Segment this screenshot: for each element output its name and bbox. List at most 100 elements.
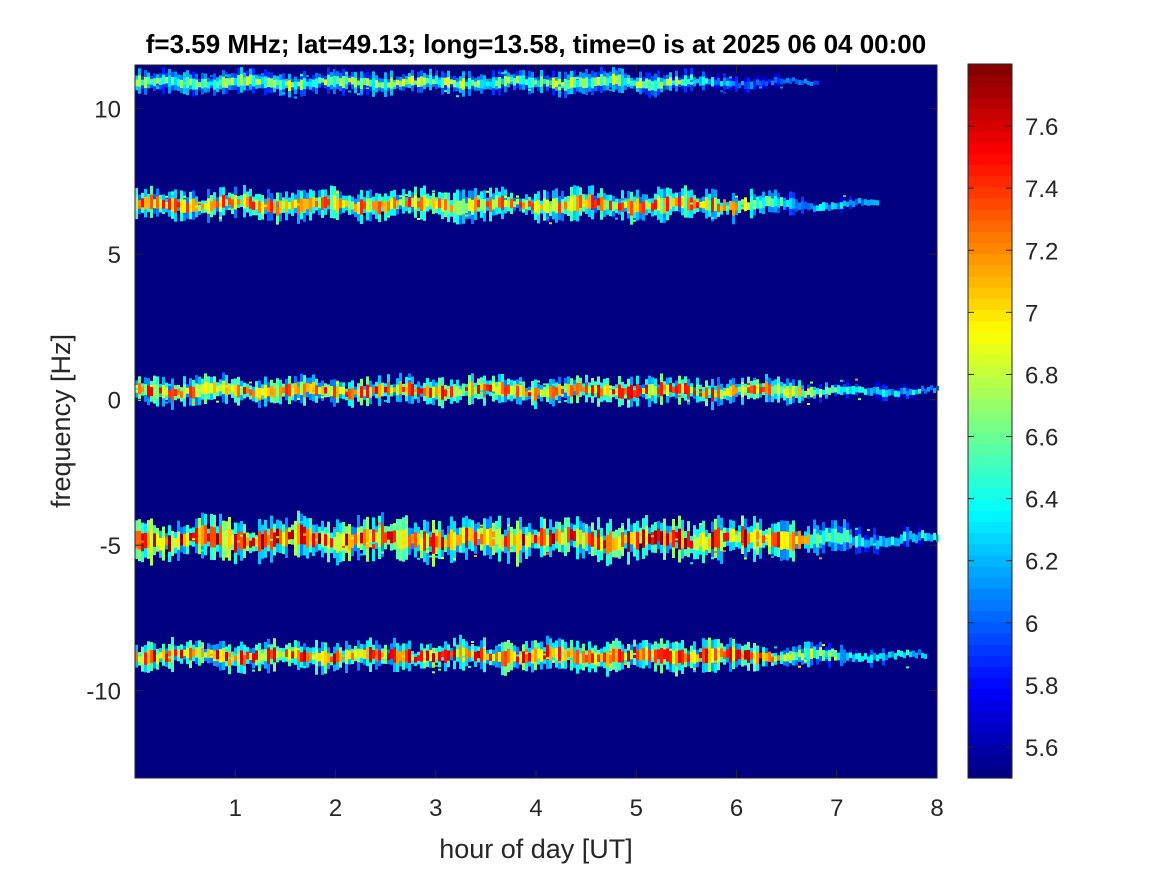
heatmap-cell [330,76,333,85]
colorbar-segment [968,554,1012,567]
heatmap-cell [624,388,627,395]
heatmap-cell [879,389,882,395]
heatmap-cell [618,536,621,551]
heatmap-cell [141,540,144,543]
colorbar-segment [968,733,1012,746]
colorbar-tick-label: 7.2 [1025,238,1058,265]
heatmap-cell [159,651,162,659]
heatmap-cell [270,200,273,214]
heatmap-cell [225,74,228,77]
heatmap-cell [792,663,795,666]
heatmap-cell [156,384,159,399]
heatmap-cell [138,530,141,550]
heatmap-cell [729,386,732,398]
heatmap-cell [615,75,618,85]
heatmap-cell [396,79,399,86]
heatmap-cell [636,650,639,661]
heatmap-cell [534,534,537,544]
heatmap-cell [135,388,138,391]
heatmap-cell [765,381,768,395]
heatmap-cell [243,77,246,86]
heatmap-cell [465,203,468,213]
heatmap-cell [873,199,876,206]
heatmap-cell [726,649,729,658]
heatmap-cell [534,387,537,401]
heatmap-cell [858,653,861,662]
heatmap-cell [237,531,240,547]
heatmap-cell [759,86,762,89]
heatmap-cell [720,81,723,87]
heatmap-cell [876,540,879,550]
heatmap-cell [675,538,678,541]
heatmap-cell [180,199,183,213]
colorbar-segment [968,744,1012,757]
heatmap-cell [162,535,165,552]
heatmap-cell [300,525,303,545]
heatmap-cell [642,388,645,394]
heatmap-cell [480,533,483,545]
heatmap-cell [357,93,360,96]
heatmap-cell [807,648,810,661]
heatmap-cell [498,71,501,74]
heatmap-cell [468,214,471,217]
heatmap-cell [360,532,363,544]
heatmap-cell [774,76,777,83]
heatmap-cell [504,386,507,397]
heatmap-cell [351,387,354,401]
heatmap-cell [603,652,606,663]
heatmap-cell [852,654,855,662]
heatmap-cell [225,651,228,661]
heatmap-cell [549,385,552,398]
heatmap-cell [231,77,234,86]
heatmap-cell [687,386,690,398]
heatmap-cell [723,659,726,661]
heatmap-cell [702,391,705,398]
heatmap-cell [843,195,846,198]
heatmap-cell [501,539,504,547]
heatmap-cell [468,650,471,658]
heatmap-cell [459,80,462,89]
heatmap-cell [612,201,615,211]
heatmap-cell [933,532,936,540]
heatmap-cell [858,198,861,204]
heatmap-cell [453,642,456,645]
heatmap-cell [423,387,426,397]
heatmap-cell [165,653,168,662]
heatmap-cell [222,382,225,385]
heatmap-cell [417,387,420,397]
heatmap-cell [720,389,723,400]
heatmap-cell [834,528,837,543]
heatmap-cell [858,386,861,393]
heatmap-cell [432,653,435,663]
heatmap-cell [294,382,297,395]
heatmap-cell [507,200,510,208]
heatmap-cell [285,81,288,86]
heatmap-cell [333,195,336,210]
heatmap-cell [702,647,705,664]
heatmap-cell [561,199,564,213]
heatmap-cell [552,660,555,663]
heatmap-cell [618,203,621,211]
y-tick-label: -5 [100,533,121,560]
heatmap-cell [261,77,264,85]
heatmap-cell [780,197,783,207]
heatmap-cell [447,650,450,661]
heatmap-cell [789,533,792,549]
heatmap-cell [516,533,519,554]
heatmap-cell [810,648,813,659]
heatmap-cell [360,386,363,398]
colorbar-segment [968,476,1012,489]
heatmap-cell [918,532,921,541]
heatmap-cell [726,532,729,541]
heatmap-cell [915,652,918,659]
heatmap-cell [378,650,381,661]
heatmap-cell [228,197,231,206]
heatmap-cell [315,649,318,666]
heatmap-cell [549,529,552,547]
heatmap-cell [303,383,306,398]
heatmap-cell [462,647,465,662]
heatmap-cell [498,651,501,662]
heatmap-cell [906,532,909,542]
heatmap-cell [210,383,213,394]
heatmap-cell [666,196,669,212]
